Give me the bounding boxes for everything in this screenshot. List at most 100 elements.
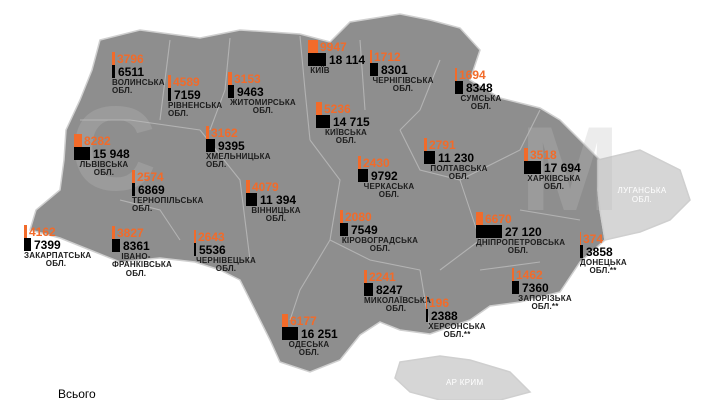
region-khmelnytskyi: 3162 9395 ХМЕЛЬНИЦЬКА ОБЛ. — [206, 126, 286, 170]
region-name: ДОНЕЦЬКА ОБЛ.** — [580, 258, 627, 276]
region-name: ІВАНО-ФРАНКІВСЬКА ОБЛ. — [112, 252, 172, 278]
black-value: 15 948 — [93, 146, 130, 161]
orange-value: 3518 — [530, 147, 557, 162]
orange-value: 6177 — [290, 313, 317, 328]
region-zhytomyr: 3153 9463 ЖИТОМИРСЬКА ОБЛ. — [228, 72, 298, 116]
orange-value: 3162 — [211, 125, 238, 140]
region-chernihiv: 1712 8301 ЧЕРНІГІВСЬКА ОБЛ. — [370, 50, 436, 94]
region-name: ЧЕРНІГІВСЬКА ОБЛ. — [372, 76, 434, 94]
black-value: 16 251 — [301, 326, 338, 341]
region-donetsk: 374 3858 ДОНЕЦЬКА ОБЛ.** — [580, 231, 627, 276]
orange-value: 5236 — [324, 101, 351, 116]
orange-value: 3153 — [234, 71, 261, 86]
luhansk-label: ЛУГАНСЬКА ОБЛ. — [617, 186, 667, 204]
orange-value: 2430 — [363, 155, 390, 170]
region-name: ТЕРНОПІЛЬСЬКА ОБЛ. — [132, 196, 204, 214]
orange-value: 2080 — [345, 209, 372, 224]
region-kyiv-oblast: 5236 14 715 КИЇВСЬКА ОБЛ. — [316, 102, 376, 146]
region-volyn: 3796 6511 ВОЛИНСЬКА ОБЛ. — [112, 52, 184, 96]
region-name: ХМЕЛЬНИЦЬКА ОБЛ. — [206, 152, 271, 170]
region-kyiv-city: 9947 18 114 КИЇВ — [308, 40, 365, 75]
black-value: 6511 — [118, 64, 145, 79]
black-value: 11 230 — [438, 150, 475, 165]
region-name: ОДЕСЬКА ОБЛ. — [288, 340, 330, 358]
crimea-label: АР КРИМ — [446, 378, 484, 387]
orange-value: 3827 — [117, 225, 144, 240]
orange-value: 8282 — [84, 133, 111, 148]
orange-value: 4589 — [173, 74, 200, 89]
region-kharkiv: 3518 17 694 ХАРКІВСЬКА ОБЛ. — [524, 148, 584, 192]
black-value: 5536 — [199, 242, 226, 257]
region-rivne: 4589 7159 РІВНЕНСЬКА ОБЛ. — [168, 75, 240, 119]
black-value: 7360 — [522, 280, 549, 295]
region-name: ДНІПРОПЕТРОВСЬКА ОБЛ. — [476, 238, 566, 256]
black-value: 3858 — [586, 244, 613, 259]
region-name: ЧЕРКАСЬКА ОБЛ. — [363, 182, 415, 200]
black-value: 27 120 — [505, 224, 542, 239]
orange-value: 1462 — [516, 267, 543, 282]
region-ternopil: 2574 6869 ТЕРНОПІЛЬСЬКА ОБЛ. — [132, 170, 222, 214]
black-value: 8348 — [466, 80, 493, 95]
black-value: 9463 — [237, 84, 264, 99]
region-name: СУМСЬКА ОБЛ. — [460, 94, 502, 112]
black-value: 7159 — [174, 87, 201, 102]
region-name: ВОЛИНСЬКА ОБЛ. — [112, 78, 165, 96]
black-value: 7549 — [351, 222, 378, 237]
region-mykolaiv: 2241 8247 МИКОЛАЇВСЬКА ОБЛ. — [364, 269, 431, 314]
orange-value: 9947 — [320, 39, 347, 54]
black-value: 17 694 — [544, 160, 581, 175]
orange-value: 6670 — [485, 211, 512, 226]
total-label: Всього — [58, 387, 96, 401]
black-value: 8247 — [376, 282, 403, 297]
black-value: 11 394 — [260, 192, 297, 207]
black-value: 2388 — [431, 308, 458, 323]
region-name: ПОЛТАВСЬКА ОБЛ. — [430, 164, 488, 182]
orange-value: 1694 — [459, 67, 486, 82]
orange-value: 2241 — [369, 269, 396, 284]
region-name: ЗАКАРПАТСЬКА ОБЛ. — [24, 251, 92, 269]
crimea-area — [394, 355, 532, 400]
black-value: 8301 — [381, 62, 408, 77]
region-zaporizhzhia: 1462 7360 ЗАПОРІЗЬКА ОБЛ.** — [512, 268, 578, 312]
region-kirovohrad: 2080 7549 КІРОВОГРАДСЬКА ОБЛ. — [340, 210, 420, 254]
region-name: МИКОЛАЇВСЬКА ОБЛ. — [364, 296, 431, 314]
orange-value: 4162 — [29, 224, 56, 239]
black-value: 18 114 — [329, 52, 366, 67]
region-dnipro: 6670 27 120 ДНІПРОПЕТРОВСЬКА ОБЛ. — [476, 211, 566, 256]
region-name: ЛЬВІВСЬКА ОБЛ. — [79, 160, 129, 178]
region-name: ЗАПОРІЗЬКА ОБЛ.** — [518, 294, 572, 312]
orange-value: 2574 — [137, 169, 164, 184]
region-name: ВІННИЦЬКА ОБЛ. — [251, 206, 301, 224]
black-value: 7399 — [34, 237, 61, 252]
orange-value: 3796 — [117, 51, 144, 66]
region-lviv: 8282 15 948 ЛЬВІВСЬКА ОБЛ. — [74, 134, 134, 178]
black-value: 8361 — [123, 238, 150, 253]
orange-value: 374 — [583, 231, 604, 246]
region-name: ЧЕРНІВЕЦЬКА ОБЛ. — [196, 256, 256, 274]
black-value: 9395 — [218, 138, 245, 153]
region-name: КІРОВОГРАДСЬКА ОБЛ. — [341, 236, 419, 254]
region-ivano-frankivsk: 3827 8361 ІВАНО-ФРАНКІВСЬКА ОБЛ. — [112, 225, 172, 278]
orange-value: 2643 — [198, 229, 225, 244]
region-name: ХАРКІВСЬКА ОБЛ. — [527, 174, 581, 192]
ukraine-territory — [29, 13, 606, 373]
black-value: 14 715 — [333, 114, 370, 129]
region-odesa: 6177 16 251 ОДЕСЬКА ОБЛ. — [282, 314, 338, 358]
region-name: РІВНЕНСЬКА ОБЛ. — [168, 101, 223, 119]
region-vinnytsia: 4079 11 394 ВІННИЦЬКА ОБЛ. — [246, 180, 306, 224]
region-zakarpattia: 4162 7399 ЗАКАРПАТСЬКА ОБЛ. — [24, 224, 92, 269]
region-name: КИЇВСЬКА ОБЛ. — [324, 128, 368, 146]
orange-value: 2791 — [429, 137, 456, 152]
region-name: ХЕРСОНСЬКА ОБЛ.** — [428, 322, 486, 340]
orange-value: 196 — [429, 295, 450, 310]
region-name: ЖИТОМИРСЬКА ОБЛ. — [230, 98, 296, 116]
region-sumy: 1694 8348 СУМСЬКА ОБЛ. — [455, 68, 507, 112]
orange-value: 4079 — [252, 179, 279, 194]
region-name: КИЇВ — [310, 66, 330, 75]
region-kherson: 196 2388 ХЕРСОНСЬКА ОБЛ.** — [426, 296, 488, 340]
region-poltava: 2791 11 230 ПОЛТАВСЬКА ОБЛ. — [424, 138, 494, 182]
region-chernivtsi: 2643 5536 ЧЕРНІВЕЦЬКА ОБЛ. — [194, 230, 258, 274]
luhansk-occupied-area — [597, 149, 691, 241]
black-value: 6869 — [138, 182, 165, 197]
